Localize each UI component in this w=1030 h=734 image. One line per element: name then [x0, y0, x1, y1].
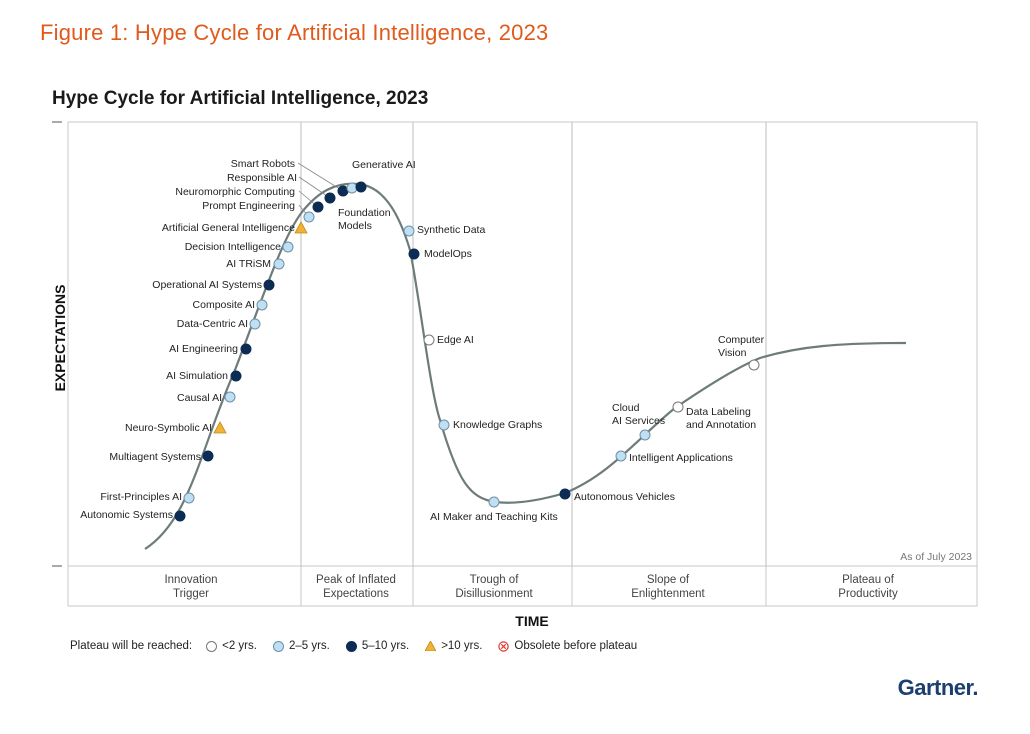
x-axis-title: TIME [515, 613, 548, 629]
phase-label-5: Plateau of Productivity [838, 574, 898, 600]
point-marker-first-principles-ai [183, 492, 195, 504]
y-axis-title: EXPECTATIONS [52, 285, 68, 392]
legend-label-5to10: 5–10 yrs. [361, 640, 410, 652]
phase-label-3: Trough of Disillusionment [455, 574, 533, 600]
point-marker-synthetic-data [403, 225, 415, 237]
legend-marker-5to10 [345, 640, 357, 652]
point-label-synthetic-data: Synthetic Data [417, 224, 485, 236]
point-label-data-labeling-and-annotation: Data Labeling and Annotation [686, 406, 756, 431]
point-label-smart-robots: Smart Robots [231, 158, 295, 170]
legend-item-gt10: >10 yrs. [425, 640, 482, 652]
point-label-data-centric-ai: Data-Centric AI [177, 318, 248, 330]
point-label-causal-ai: Causal AI [177, 392, 222, 404]
gartner-logo: Gartner. [897, 675, 979, 700]
point-label-multiagent-systems: Multiagent Systems [109, 451, 201, 463]
point-label-edge-ai: Edge AI [437, 334, 474, 346]
point-label-generative-ai: Generative AI [352, 159, 416, 171]
point-marker-knowledge-graphs [438, 419, 450, 431]
point-label-autonomous-vehicles: Autonomous Vehicles [574, 491, 675, 503]
point-marker-data-centric-ai [249, 318, 261, 330]
point-label-prompt-engineering: Prompt Engineering [202, 200, 295, 212]
hype-curve [144, 182, 907, 550]
point-label-composite-ai: Composite AI [193, 299, 255, 311]
point-marker-intelligent-applications [615, 450, 627, 462]
point-label-decision-intelligence: Decision Intelligence [185, 241, 281, 253]
point-label-first-principles-ai: First-Principles AI [100, 491, 182, 503]
legend-label-obsolete: Obsolete before plateau [514, 640, 638, 652]
chart-title: Hype Cycle for Artificial Intelligence, … [52, 88, 429, 109]
point-marker-autonomic-systems [174, 510, 186, 522]
point-label-artificial-general-intelligence: Artificial General Intelligence [162, 222, 295, 234]
point-label-neuromorphic-computing: Neuromorphic Computing [175, 186, 295, 198]
point-label-computer-vision: Computer Vision [718, 334, 765, 359]
point-marker-responsible-ai [324, 192, 336, 204]
point-marker-composite-ai [256, 299, 268, 311]
point-marker-ai-trism [273, 258, 285, 270]
point-label-autonomic-systems: Autonomic Systems [80, 509, 173, 521]
legend-item-2to5: 2–5 yrs. [272, 640, 330, 652]
legend-marker-gt10 [425, 641, 437, 651]
legend-title: Plateau will be reached: [70, 640, 193, 652]
phase-label-4: Slope of Enlightenment [631, 574, 705, 600]
point-marker-edge-ai [423, 334, 435, 346]
point-marker-prompt-engineering [303, 211, 315, 223]
point-label-ai-trism: AI TRiSM [226, 258, 271, 270]
point-marker-computer-vision [748, 359, 760, 371]
point-marker-cloud-ai-services [639, 429, 651, 441]
point-marker-decision-intelligence [282, 241, 294, 253]
legend-label-2to5: 2–5 yrs. [288, 640, 330, 652]
point-marker-ai-maker-and-teaching-kits [488, 496, 500, 508]
leader-line [298, 176, 331, 199]
legend: Plateau will be reached: <2 yrs. 2–5 yrs… [70, 640, 647, 652]
point-marker-ai-engineering [240, 343, 252, 355]
point-label-neuro-symbolic-ai: Neuro-Symbolic AI [125, 422, 212, 434]
point-marker-smart-robots [337, 185, 349, 197]
as-of-note: As of July 2023 [900, 551, 972, 563]
point-label-knowledge-graphs: Knowledge Graphs [453, 419, 542, 431]
point-label-operational-ai-systems: Operational AI Systems [152, 279, 262, 291]
point-marker-modelops [408, 248, 420, 260]
point-marker-neuro-symbolic-ai [213, 421, 227, 434]
point-marker-operational-ai-systems [263, 279, 275, 291]
point-label-cloud-ai-services: Cloud AI Services [612, 402, 665, 427]
legend-label-lt2: <2 yrs. [222, 640, 257, 652]
legend-item-5to10: 5–10 yrs. [345, 640, 410, 652]
phase-label-2: Peak of Inflated Expectations [316, 574, 396, 600]
phase-strip [67, 565, 978, 607]
point-marker-data-labeling-and-annotation [672, 401, 684, 413]
leader-line [297, 162, 344, 192]
legend-marker-obsolete [498, 640, 510, 652]
figure-title: Figure 1: Hype Cycle for Artificial Inte… [40, 20, 549, 45]
point-marker-generative-ai [346, 182, 358, 194]
point-marker-ai-simulation [230, 370, 242, 382]
point-marker-multiagent-systems [202, 450, 214, 462]
point-label-ai-simulation: AI Simulation [166, 370, 228, 382]
legend-item-obsolete: Obsolete before plateau [498, 640, 637, 652]
point-marker-autonomous-vehicles [559, 488, 571, 500]
point-marker-causal-ai [224, 391, 236, 403]
point-label-modelops: ModelOps [424, 248, 472, 260]
point-label-responsible-ai: Responsible AI [227, 172, 297, 184]
legend-label-gt10: >10 yrs. [441, 640, 483, 652]
phase-label-1: Innovation Trigger [164, 574, 217, 600]
point-label-ai-maker-and-teaching-kits: AI Maker and Teaching Kits [430, 511, 558, 523]
point-marker-neuromorphic-computing [312, 201, 324, 213]
legend-marker-2to5 [272, 640, 284, 652]
legend-item-lt2: <2 yrs. [206, 640, 257, 652]
point-label-foundation-models: Foundation Models [338, 207, 391, 232]
point-marker-foundation-models [355, 181, 367, 193]
legend-marker-lt2 [206, 640, 218, 652]
point-label-ai-engineering: AI Engineering [169, 343, 238, 355]
point-label-intelligent-applications: Intelligent Applications [629, 452, 733, 464]
point-marker-artificial-general-intelligence [294, 221, 308, 234]
